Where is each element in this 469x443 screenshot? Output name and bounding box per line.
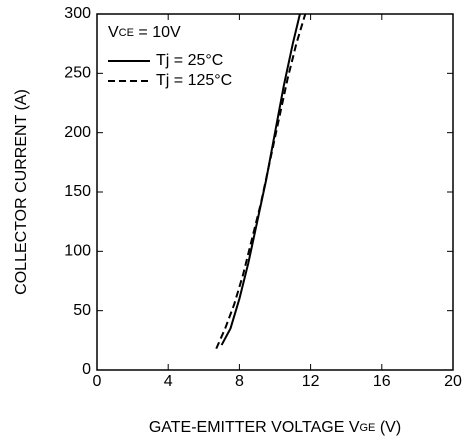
y-axis-label: COLLECTOR CURRENT (A) [13,89,30,295]
series-line [222,14,300,345]
x-tick-label: 8 [235,373,244,390]
plot-frame [97,14,453,370]
annotation-rest: = 10V [134,24,181,41]
y-tick-label: 250 [64,65,91,82]
x-tick-label: 20 [444,373,462,390]
y-tick-label: 150 [64,183,91,200]
legend-label: Tj = 125°C [156,72,232,89]
x-tick-label: 12 [302,373,320,390]
series-line [216,14,305,349]
x-label-sub: GE [360,422,376,434]
legend-label: Tj = 25°C [156,52,223,69]
x-tick-label: 4 [164,373,173,390]
x-label-unit: (V) [375,419,401,436]
chart: COLLECTOR CURRENT (A) GATE-EMITTER VOLTA… [0,0,469,443]
annotation: VCE = 10V [108,24,181,41]
x-tick-label: 16 [373,373,391,390]
y-tick-label: 0 [82,361,91,378]
x-label-main: GATE-EMITTER VOLTAGE V [149,419,360,436]
annotation-main: V [108,24,119,41]
y-tick-label: 300 [64,5,91,22]
annotation-sub: CE [119,27,134,39]
x-tick-label: 0 [93,373,102,390]
y-tick-label: 200 [64,124,91,141]
x-axis-label: GATE-EMITTER VOLTAGE VGE (V) [149,419,401,436]
y-tick-label: 100 [64,243,91,260]
y-tick-label: 50 [73,302,91,319]
